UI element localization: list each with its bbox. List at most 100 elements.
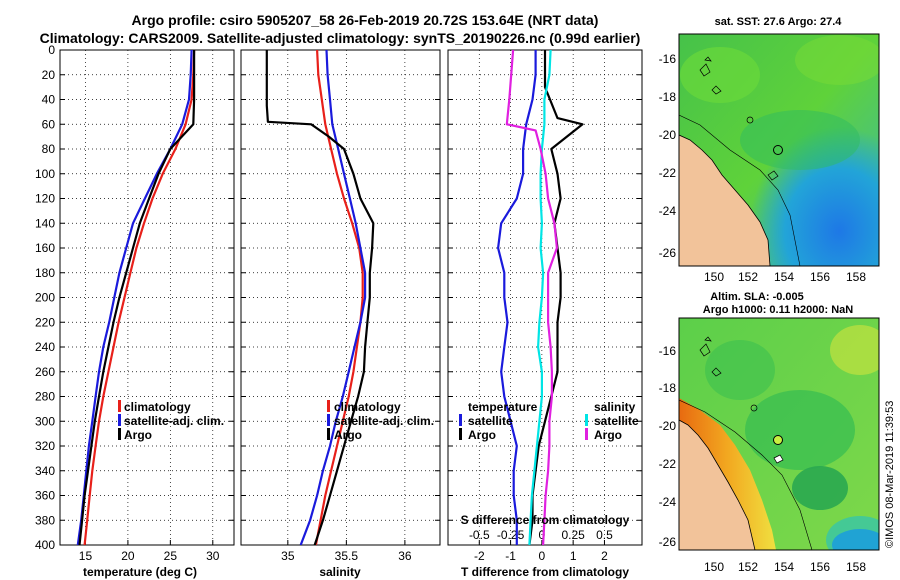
x-tick-label: 35 bbox=[281, 549, 295, 563]
sst-xtick: 156 bbox=[810, 270, 830, 284]
x-tick-label: -1 bbox=[505, 549, 516, 563]
depth-tick-label: 200 bbox=[35, 291, 55, 305]
legend-swatch bbox=[327, 428, 330, 440]
sla-map-title-2: Argo h1000: 0.11 h2000: NaN bbox=[703, 304, 853, 316]
legend-swatch bbox=[459, 414, 462, 426]
depth-tick-label: 160 bbox=[35, 241, 55, 255]
difference-x2label: S difference from climatology bbox=[461, 513, 630, 527]
sla-ytick: -22 bbox=[659, 457, 677, 471]
sla-ytick: -26 bbox=[659, 535, 677, 549]
legend-argo: Argo bbox=[124, 428, 152, 442]
sla-map bbox=[679, 318, 879, 550]
depth-tick-label: 120 bbox=[35, 192, 55, 206]
sla-ytick: -24 bbox=[659, 495, 677, 509]
sst-ytick: -24 bbox=[659, 204, 677, 218]
sla-xtick: 158 bbox=[846, 560, 866, 574]
sla-xtick: 150 bbox=[704, 560, 724, 574]
legend-temperature-title: temperature bbox=[468, 400, 538, 414]
depth-tick-label: 320 bbox=[35, 439, 55, 453]
x2-tick-label: 0.5 bbox=[596, 528, 613, 542]
temperature-xlabel: temperature (deg C) bbox=[83, 565, 197, 579]
x-tick-label: 0 bbox=[539, 549, 546, 563]
sst-map-axes: -16 -18 -20 -22 -24 -26 150 152 154 156 … bbox=[659, 52, 867, 284]
depth-tick-label: 300 bbox=[35, 414, 55, 428]
legend-swatch bbox=[118, 400, 121, 412]
series-line-satellite-adj-clim- bbox=[76, 50, 193, 545]
temperature-legend: climatology satellite-adj. clim. Argo bbox=[118, 400, 224, 442]
sst-map-title: sat. SST: 27.6 Argo: 27.4 bbox=[715, 16, 843, 28]
depth-tick-label: 140 bbox=[35, 216, 55, 230]
x-tick-label: 30 bbox=[206, 549, 220, 563]
depth-tick-label: 340 bbox=[35, 464, 55, 478]
curves bbox=[265, 50, 375, 545]
legend-salinity-title: salinity bbox=[594, 400, 636, 414]
sst-map bbox=[679, 34, 879, 266]
series-line-climatology bbox=[314, 50, 364, 545]
difference-legend: temperature satellite Argo salinity sate… bbox=[459, 400, 639, 442]
sla-ytick: -20 bbox=[659, 419, 677, 433]
legend-climatology: climatology bbox=[124, 400, 191, 414]
sst-xtick: 154 bbox=[774, 270, 794, 284]
sla-xtick: 152 bbox=[738, 560, 758, 574]
x-tick-label: 2 bbox=[601, 549, 608, 563]
legend-swatch bbox=[585, 414, 588, 426]
sla-map-axes: -16 -18 -20 -22 -24 -26 150 152 154 156 … bbox=[659, 344, 867, 574]
credit-text: ©IMOS 08-Mar-2019 11:39:53 bbox=[884, 401, 896, 548]
legend-satellite-adj: satellite-adj. clim. bbox=[124, 414, 224, 428]
curves bbox=[497, 50, 584, 545]
legend-satellite-adj: satellite-adj. clim. bbox=[334, 414, 434, 428]
salinity-xlabel: salinity bbox=[319, 565, 361, 579]
depth-tick-label: 260 bbox=[35, 365, 55, 379]
x-tick-label: 1 bbox=[570, 549, 577, 563]
sst-xtick: 150 bbox=[704, 270, 724, 284]
sla-ytick: -16 bbox=[659, 344, 677, 358]
legend-swatch bbox=[459, 428, 462, 440]
legend-t-argo: Argo bbox=[468, 428, 496, 442]
salinity-legend: climatology satellite-adj. clim. Argo bbox=[327, 400, 434, 442]
series-line-t-satellite bbox=[497, 50, 537, 545]
depth-tick-label: 20 bbox=[42, 68, 56, 82]
sst-ytick: -26 bbox=[659, 246, 677, 260]
difference-xlabel: T difference from climatology bbox=[461, 565, 629, 579]
x-tick-label: -2 bbox=[474, 549, 485, 563]
x-tick-label: 15 bbox=[79, 549, 93, 563]
series-line-s-argo bbox=[505, 50, 559, 545]
sla-xtick: 154 bbox=[774, 560, 794, 574]
salinity-panel bbox=[240, 49, 441, 546]
sla-ytick: -18 bbox=[659, 381, 677, 395]
x-tick-label: 25 bbox=[164, 549, 178, 563]
x2-tick-label: 0 bbox=[539, 528, 546, 542]
sla-map-frame bbox=[678, 317, 880, 551]
series-line-satellite-adj-clim- bbox=[299, 50, 367, 545]
sst-xtick: 152 bbox=[738, 270, 758, 284]
difference-plot: -2 -1 0 1 2 -0.5 -0.25 0 0.25 0.5 bbox=[448, 49, 642, 563]
legend-climatology: climatology bbox=[334, 400, 401, 414]
depth-tick-label: 80 bbox=[42, 142, 56, 156]
sst-ytick: -18 bbox=[659, 90, 677, 104]
series-line-climatology bbox=[83, 50, 196, 545]
series-line-s-satellite bbox=[528, 50, 552, 545]
legend-s-argo: Argo bbox=[594, 428, 622, 442]
legend-swatch bbox=[585, 428, 588, 440]
x-tick-label: 20 bbox=[121, 549, 135, 563]
legend-swatch bbox=[327, 400, 330, 412]
depth-tick-label: 0 bbox=[48, 43, 55, 57]
sst-ytick: -20 bbox=[659, 128, 677, 142]
curves bbox=[76, 50, 196, 545]
x2-tick-label: -0.5 bbox=[469, 528, 490, 542]
depth-tick-label: 400 bbox=[35, 538, 55, 552]
depth-axis: 0 20 40 60 80 100 120 140 160 180 200 220 240 260 280 3… bbox=[35, 43, 55, 552]
depth-tick-label: 360 bbox=[35, 489, 55, 503]
temperature-plot: 15 20 25 30 bbox=[60, 49, 234, 563]
legend-argo: Argo bbox=[334, 428, 362, 442]
x-tick-label: 35.5 bbox=[335, 549, 359, 563]
x2-tick-label: -0.25 bbox=[497, 528, 525, 542]
legend-t-satellite: satellite bbox=[468, 414, 513, 428]
sst-ytick: -22 bbox=[659, 166, 677, 180]
sla-map-title-1: Altim. SLA: -0.005 bbox=[710, 291, 804, 303]
sst-xtick: 158 bbox=[846, 270, 866, 284]
depth-tick-label: 100 bbox=[35, 167, 55, 181]
legend-swatch bbox=[327, 414, 330, 426]
legend-s-satellite: satellite bbox=[594, 414, 639, 428]
